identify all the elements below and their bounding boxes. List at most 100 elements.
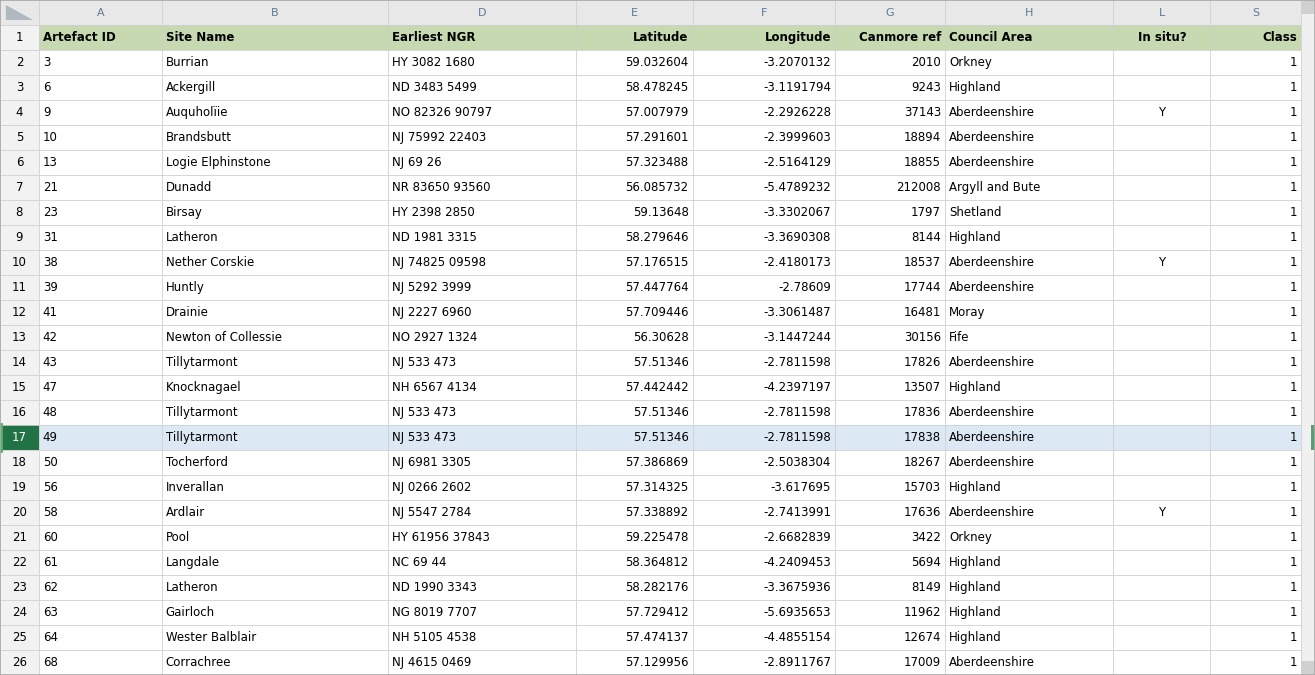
Text: Knocknagael: Knocknagael — [166, 381, 242, 394]
Bar — [835, 0, 945, 25]
Bar — [693, 225, 835, 250]
Bar — [1114, 25, 1210, 50]
Text: 58.364812: 58.364812 — [626, 556, 689, 569]
Bar — [693, 25, 835, 50]
Text: 58.478245: 58.478245 — [626, 81, 689, 94]
Text: NG 8019 7707: NG 8019 7707 — [392, 606, 477, 619]
Text: 15: 15 — [12, 381, 26, 394]
Bar — [1210, 525, 1301, 550]
Bar — [835, 650, 945, 675]
Bar — [1114, 475, 1210, 500]
Text: 57.442442: 57.442442 — [625, 381, 689, 394]
Bar — [576, 325, 693, 350]
Bar — [945, 25, 1114, 50]
Text: Aberdeenshire: Aberdeenshire — [949, 356, 1035, 369]
Text: Wester Balblair: Wester Balblair — [166, 631, 256, 644]
Text: 17826: 17826 — [903, 356, 942, 369]
Bar — [1210, 0, 1301, 25]
Text: Orkney: Orkney — [949, 56, 992, 69]
Bar — [388, 50, 576, 75]
Bar — [388, 100, 576, 125]
Bar — [162, 425, 388, 450]
Bar — [0, 50, 39, 75]
Text: 8144: 8144 — [911, 231, 942, 244]
Bar — [1210, 25, 1301, 50]
Text: Latheron: Latheron — [166, 581, 218, 594]
Bar — [835, 50, 945, 75]
Text: 19: 19 — [12, 481, 26, 494]
Text: 13507: 13507 — [903, 381, 942, 394]
Bar — [693, 600, 835, 625]
Bar — [39, 450, 162, 475]
Bar — [835, 575, 945, 600]
Text: 43: 43 — [43, 356, 58, 369]
Text: 1: 1 — [1290, 231, 1297, 244]
Text: 18855: 18855 — [903, 156, 942, 169]
Bar — [388, 0, 576, 25]
Bar — [835, 425, 945, 450]
Text: -4.2409453: -4.2409453 — [763, 556, 831, 569]
Bar — [39, 100, 162, 125]
Text: 5: 5 — [16, 131, 24, 144]
Bar — [39, 575, 162, 600]
Text: 64: 64 — [43, 631, 58, 644]
Text: 15703: 15703 — [903, 481, 942, 494]
Text: HY 61956 37843: HY 61956 37843 — [392, 531, 490, 544]
Bar — [1210, 150, 1301, 175]
Bar — [1114, 550, 1210, 575]
Text: 13: 13 — [12, 331, 26, 344]
Bar — [1114, 200, 1210, 225]
Text: -3.3302067: -3.3302067 — [764, 206, 831, 219]
Bar — [835, 550, 945, 575]
Bar — [1114, 400, 1210, 425]
Text: Tillytarmont: Tillytarmont — [166, 356, 238, 369]
Bar — [835, 325, 945, 350]
Text: 20: 20 — [12, 506, 26, 519]
Bar — [0, 475, 39, 500]
Bar — [693, 100, 835, 125]
Bar — [693, 550, 835, 575]
Text: 48: 48 — [43, 406, 58, 419]
Text: H: H — [1024, 7, 1034, 18]
Text: 1: 1 — [1290, 331, 1297, 344]
Text: NJ 533 473: NJ 533 473 — [392, 406, 456, 419]
Text: -2.7811598: -2.7811598 — [763, 356, 831, 369]
Bar — [576, 0, 693, 25]
Bar — [388, 225, 576, 250]
Text: Canmore ref: Canmore ref — [859, 31, 942, 44]
Bar — [162, 0, 388, 25]
Text: Aberdeenshire: Aberdeenshire — [949, 131, 1035, 144]
Text: 22: 22 — [12, 556, 26, 569]
Bar — [835, 375, 945, 400]
Bar — [835, 300, 945, 325]
Bar — [945, 550, 1114, 575]
Text: 1: 1 — [1290, 656, 1297, 669]
Text: 56: 56 — [43, 481, 58, 494]
Text: Highland: Highland — [949, 631, 1002, 644]
Bar — [1114, 175, 1210, 200]
Bar — [1114, 325, 1210, 350]
Text: 57.474137: 57.474137 — [625, 631, 689, 644]
Bar — [576, 250, 693, 275]
Text: 58.279646: 58.279646 — [625, 231, 689, 244]
Bar — [945, 225, 1114, 250]
Text: Highland: Highland — [949, 481, 1002, 494]
Bar — [945, 350, 1114, 375]
Text: 1: 1 — [1290, 456, 1297, 469]
Bar — [1114, 75, 1210, 100]
Text: 1: 1 — [1290, 181, 1297, 194]
Text: Highland: Highland — [949, 231, 1002, 244]
Bar — [1114, 650, 1210, 675]
Bar — [1114, 575, 1210, 600]
Text: Latitude: Latitude — [634, 31, 689, 44]
Text: Newton of Collessie: Newton of Collessie — [166, 331, 281, 344]
Bar — [1114, 250, 1210, 275]
Bar — [1114, 300, 1210, 325]
Bar — [1210, 575, 1301, 600]
Bar — [388, 275, 576, 300]
Text: L: L — [1159, 7, 1165, 18]
Bar — [693, 125, 835, 150]
Bar — [835, 450, 945, 475]
Bar — [1114, 500, 1210, 525]
Bar — [576, 650, 693, 675]
